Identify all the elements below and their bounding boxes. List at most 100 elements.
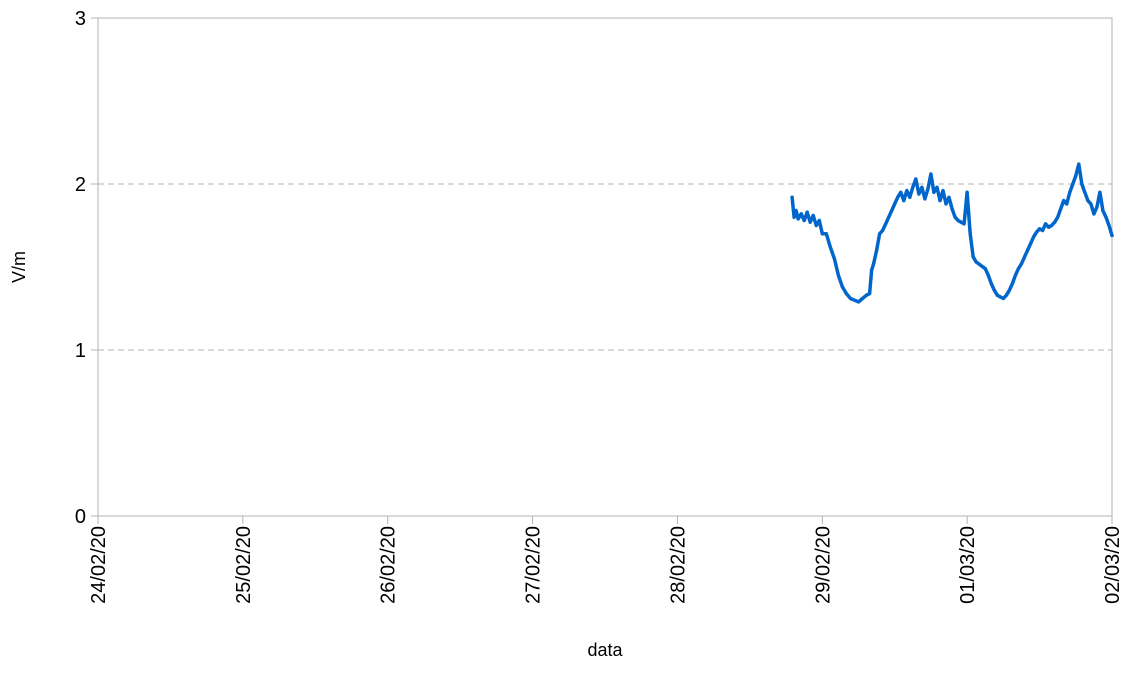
data-point <box>1038 227 1042 231</box>
data-point <box>917 192 921 196</box>
data-point <box>870 268 874 272</box>
data-point <box>836 273 841 277</box>
data-point <box>1056 215 1060 219</box>
data-point <box>962 222 966 226</box>
data-point <box>814 223 818 228</box>
data-point <box>1016 267 1021 271</box>
data-point <box>1031 235 1036 239</box>
data-point <box>817 218 821 223</box>
series-layer <box>790 162 1114 304</box>
y-tick-label: 3 <box>75 8 86 30</box>
x-axis-ticks: 24/02/20 25/02/20 26/02/20 27/02/20 28/02/20… <box>88 516 1124 604</box>
data-point <box>794 209 798 213</box>
data-point <box>968 232 972 236</box>
data-point <box>805 210 809 214</box>
data-point <box>926 187 930 191</box>
data-point <box>1010 282 1015 286</box>
data-point <box>905 189 909 193</box>
data-point <box>840 285 845 289</box>
series-line <box>790 162 1114 304</box>
data-point <box>1050 223 1054 228</box>
grid-lines <box>98 183 1112 351</box>
data-point <box>959 220 963 224</box>
data-point <box>832 257 837 261</box>
x-axis-label: data <box>587 640 623 660</box>
x-tick-label: 26/02/20 <box>378 526 400 604</box>
data-point <box>796 217 800 221</box>
data-point <box>1022 255 1027 259</box>
data-point <box>992 288 996 292</box>
data-point <box>1004 293 1009 297</box>
data-point <box>1104 215 1108 219</box>
data-point <box>1041 228 1045 233</box>
data-point <box>1001 296 1006 301</box>
data-point <box>929 172 933 176</box>
data-point <box>852 298 857 302</box>
data-point <box>938 199 942 203</box>
data-point <box>1059 207 1063 211</box>
data-point <box>881 228 885 233</box>
data-point <box>864 293 869 297</box>
data-point <box>1083 190 1087 194</box>
data-point <box>950 207 954 211</box>
data-point <box>911 185 915 189</box>
data-point <box>899 190 903 194</box>
data-point <box>1035 230 1039 234</box>
data-point <box>1089 202 1093 206</box>
data-point <box>941 189 945 193</box>
data-point <box>792 215 796 219</box>
data-point <box>896 195 900 199</box>
y-tick-label: 2 <box>75 174 86 196</box>
data-point <box>1080 182 1084 186</box>
x-tick-label: 28/02/20 <box>667 526 689 604</box>
data-point <box>971 255 975 259</box>
data-point <box>1068 190 1072 194</box>
data-point <box>995 293 999 297</box>
data-point <box>920 185 924 189</box>
data-point <box>983 267 987 271</box>
x-tick-label: 25/02/20 <box>233 526 255 604</box>
data-point <box>947 195 951 199</box>
data-point <box>944 202 948 206</box>
data-point <box>974 260 978 264</box>
data-point <box>844 292 849 296</box>
data-point <box>953 215 957 219</box>
x-tick-label: 01/03/20 <box>957 526 979 604</box>
data-point <box>1013 273 1018 277</box>
data-point <box>808 220 812 224</box>
data-point <box>965 190 969 194</box>
plot-area-frame <box>97 17 1113 517</box>
data-point <box>1092 212 1096 216</box>
data-point <box>848 296 853 301</box>
x-tick-label: 02/03/20 <box>1102 526 1124 604</box>
data-point <box>1007 288 1012 292</box>
data-point <box>868 292 872 296</box>
x-tick-label: 29/02/20 <box>812 526 834 604</box>
data-point <box>890 209 894 213</box>
data-point <box>872 262 876 266</box>
data-point <box>790 195 794 199</box>
y-tick-label: 0 <box>75 506 86 528</box>
data-point <box>1110 233 1114 238</box>
data-point <box>884 222 888 226</box>
data-point <box>956 218 960 223</box>
data-point <box>875 248 879 252</box>
data-point <box>893 202 897 206</box>
data-point <box>1019 262 1024 266</box>
data-point <box>860 296 865 301</box>
data-point <box>1025 248 1030 252</box>
data-point <box>1065 202 1069 206</box>
x-tick-label: 24/02/20 <box>88 526 110 604</box>
data-point <box>1047 225 1051 229</box>
data-point <box>1044 222 1048 226</box>
x-tick-label: 27/02/20 <box>523 526 545 604</box>
data-point <box>811 213 815 218</box>
data-point <box>878 232 882 236</box>
data-point <box>828 245 832 249</box>
data-point <box>1074 174 1078 178</box>
data-point <box>1028 242 1033 246</box>
data-point <box>908 195 912 199</box>
y-axis-label: V/m <box>9 251 29 283</box>
data-point <box>923 197 927 201</box>
